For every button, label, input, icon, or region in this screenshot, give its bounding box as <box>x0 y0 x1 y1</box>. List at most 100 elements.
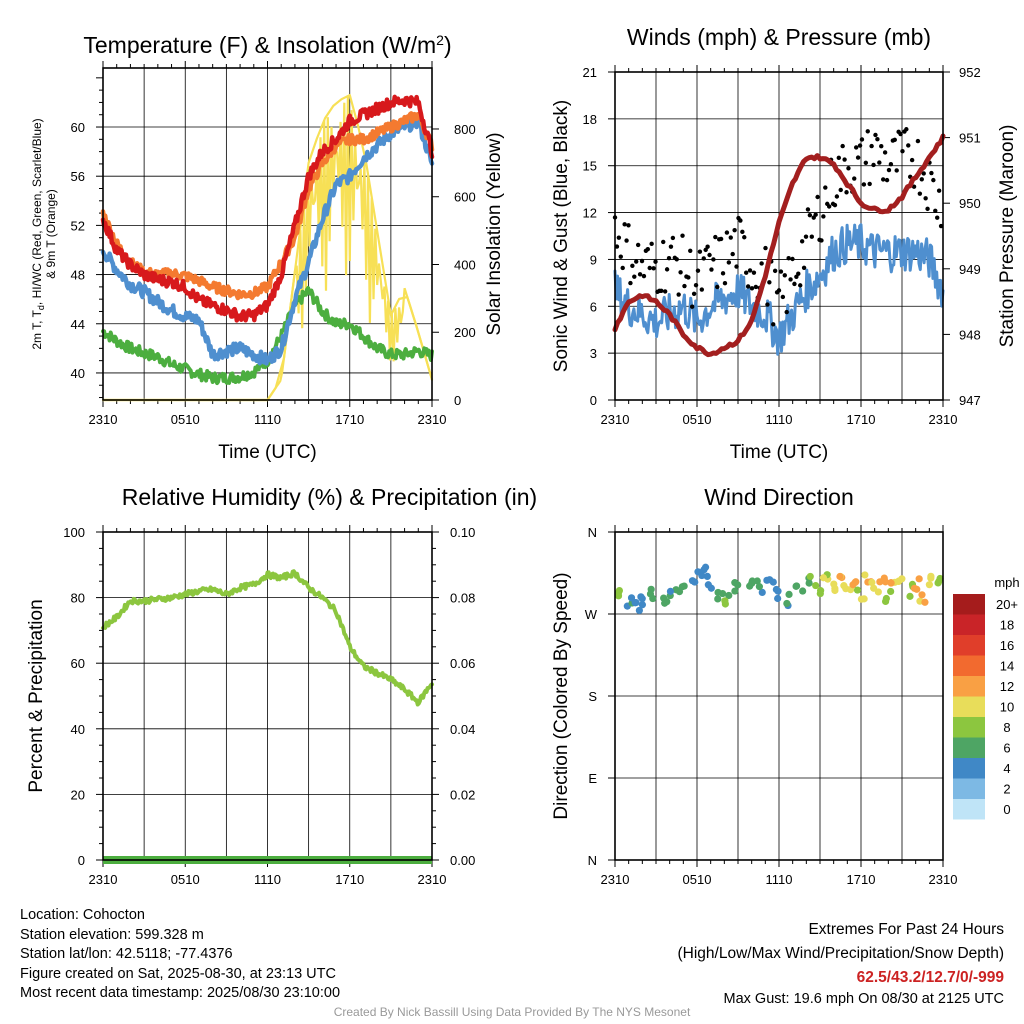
gust-point <box>686 275 691 280</box>
direction-point <box>635 606 643 615</box>
gust-point <box>653 259 658 264</box>
gust-point <box>900 148 905 154</box>
gust-point <box>815 194 820 200</box>
legend-label: 18 <box>1000 618 1014 633</box>
legend-label: 2 <box>1003 782 1010 797</box>
temp-2m-line <box>100 94 435 323</box>
gust-point <box>819 238 824 243</box>
y-tick-label: 15 <box>583 159 597 174</box>
y-tick-label: 9 <box>590 252 597 267</box>
timestamp-text: Most recent data timestamp: 2025/08/30 2… <box>20 985 341 1002</box>
gust-point <box>637 272 643 277</box>
gust-point <box>838 187 843 193</box>
gust-point <box>695 268 701 273</box>
x-tick-label: 1110 <box>254 872 281 887</box>
gust-point <box>871 162 876 168</box>
gust-point <box>707 252 712 258</box>
direction-point <box>913 585 921 593</box>
y-tick-label: 12 <box>583 206 597 221</box>
direction-point <box>704 581 712 589</box>
legend-swatch <box>953 717 985 738</box>
direction-point <box>887 579 895 587</box>
gust-point <box>635 242 641 248</box>
gust-point <box>792 281 797 287</box>
gust-point <box>782 273 787 278</box>
gust-point <box>626 223 631 228</box>
direction-point <box>774 594 782 603</box>
y2-tick-label: 0.06 <box>450 656 475 671</box>
gust-point <box>925 206 930 212</box>
x-tick-label: 2310 <box>89 412 118 427</box>
legend-label: 0 <box>1003 802 1010 817</box>
direction-point <box>721 597 729 605</box>
gust-point <box>877 160 882 165</box>
legend-label: 4 <box>1003 761 1010 776</box>
x-tick-label: 0510 <box>683 872 712 887</box>
gust-point <box>799 239 805 244</box>
direction-point <box>812 581 820 590</box>
gust-point <box>884 177 890 183</box>
y-tick-label: 48 <box>71 268 85 283</box>
direction-point <box>915 575 923 583</box>
direction-point <box>675 587 684 596</box>
y-tick-label: 60 <box>71 120 85 135</box>
y-tick-label: S <box>588 689 597 704</box>
gust-point <box>801 265 807 271</box>
chart-title: Relative Humidity (%) & Precipitation (i… <box>122 484 537 510</box>
legend-unit: mph <box>994 575 1019 590</box>
direction-point <box>637 593 645 601</box>
direction-point <box>934 579 942 587</box>
gust-point <box>938 223 944 229</box>
gust-point <box>751 270 757 275</box>
y-tick-label: 3 <box>590 346 597 361</box>
gust-point <box>674 257 679 262</box>
gust-point <box>747 268 753 273</box>
direction-point <box>852 578 860 586</box>
direction-point <box>755 583 763 591</box>
direction-point <box>792 582 801 590</box>
gust-point <box>882 150 888 155</box>
gust-point <box>753 284 759 290</box>
gust-point <box>805 207 811 212</box>
gust-point <box>846 166 851 171</box>
gust-point <box>620 265 625 271</box>
gust-point <box>680 233 685 238</box>
direction-point <box>698 571 706 580</box>
direction-point <box>857 595 866 603</box>
direction-point <box>734 581 742 589</box>
direction-point <box>836 572 844 581</box>
y-tick-label: 60 <box>71 656 85 671</box>
y2-tick-label: 600 <box>454 190 476 205</box>
gust-point <box>744 270 749 275</box>
direction-point <box>805 579 813 587</box>
gust-point <box>796 271 801 276</box>
legend-swatch <box>953 696 985 717</box>
gust-point <box>931 177 936 183</box>
x-tick-label: 1710 <box>847 872 876 887</box>
direction-point <box>806 572 814 581</box>
gust-point <box>634 259 639 264</box>
location-text: Location: Cohocton <box>20 907 145 923</box>
gust-point <box>711 257 716 262</box>
legend-swatch <box>953 635 985 656</box>
gust-point <box>921 171 926 176</box>
gust-point <box>740 229 745 235</box>
credit-text: Created By Nick Bassill Using Data Provi… <box>333 1005 691 1019</box>
direction-point <box>840 582 848 590</box>
direction-point <box>799 587 807 595</box>
gust-point <box>722 281 728 286</box>
y2-tick-label: 800 <box>454 122 476 137</box>
gust-point <box>863 160 869 165</box>
gust-point <box>616 235 622 240</box>
legend-label: 6 <box>1003 741 1010 756</box>
direction-point <box>753 577 761 585</box>
gust-point <box>823 185 828 190</box>
y2-axis-label: Station Pressure (Maroon) <box>997 125 1018 348</box>
direction-point <box>661 599 669 607</box>
gust-point <box>697 249 703 254</box>
gust-point <box>688 248 693 254</box>
gust-point <box>807 212 813 218</box>
gust-point <box>790 256 795 262</box>
gust-point <box>915 138 921 144</box>
x-tick-label: 2310 <box>601 872 630 887</box>
